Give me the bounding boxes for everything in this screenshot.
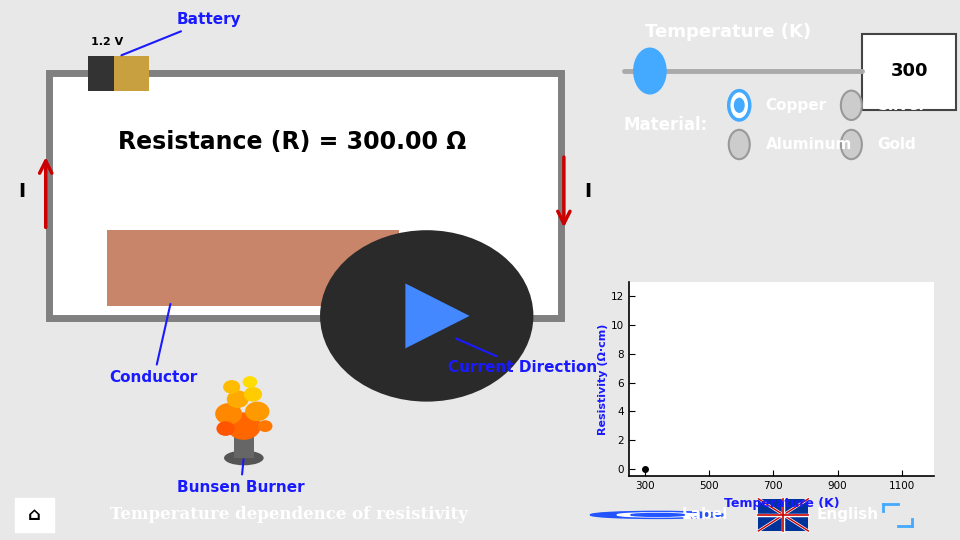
Circle shape <box>729 91 750 120</box>
FancyBboxPatch shape <box>49 73 561 319</box>
FancyBboxPatch shape <box>758 499 808 531</box>
Text: Current Direction: Current Direction <box>448 339 597 375</box>
Circle shape <box>729 130 750 159</box>
Text: Material:: Material: <box>624 116 708 134</box>
Text: ⌂: ⌂ <box>28 506 41 524</box>
Circle shape <box>633 48 666 94</box>
Circle shape <box>245 402 270 421</box>
X-axis label: Temperature (K): Temperature (K) <box>724 497 839 510</box>
Text: Battery: Battery <box>122 12 241 55</box>
Text: Temperature dependence of resistivity: Temperature dependence of resistivity <box>110 507 468 523</box>
Circle shape <box>733 98 745 113</box>
Text: Aluminum: Aluminum <box>765 137 852 152</box>
Circle shape <box>258 420 273 432</box>
Circle shape <box>841 130 862 159</box>
FancyBboxPatch shape <box>862 34 956 110</box>
FancyBboxPatch shape <box>15 498 54 532</box>
Circle shape <box>227 390 249 408</box>
Circle shape <box>631 514 684 516</box>
Text: I: I <box>585 181 591 200</box>
Ellipse shape <box>224 450 264 465</box>
Circle shape <box>617 513 698 517</box>
FancyBboxPatch shape <box>107 230 399 306</box>
Text: Resistance (R) = 300.00 Ω: Resistance (R) = 300.00 Ω <box>118 130 467 154</box>
Circle shape <box>320 230 534 402</box>
Circle shape <box>243 376 257 388</box>
Text: I: I <box>18 181 25 200</box>
Circle shape <box>590 511 725 518</box>
Text: Gold: Gold <box>877 137 917 152</box>
Text: Temperature (K): Temperature (K) <box>645 23 811 41</box>
Text: Bunsen Burner: Bunsen Burner <box>177 459 304 495</box>
Text: 300: 300 <box>891 62 928 80</box>
Circle shape <box>216 421 234 436</box>
Text: Conductor: Conductor <box>109 304 198 385</box>
Circle shape <box>227 413 261 440</box>
FancyBboxPatch shape <box>114 56 150 91</box>
Circle shape <box>223 380 240 394</box>
Circle shape <box>244 387 262 402</box>
FancyBboxPatch shape <box>88 56 114 91</box>
Text: Silver: Silver <box>877 98 926 113</box>
Text: 1.2 V: 1.2 V <box>90 37 123 46</box>
Circle shape <box>215 403 242 424</box>
Text: English: English <box>817 508 879 522</box>
FancyBboxPatch shape <box>234 421 253 458</box>
Y-axis label: Resistivity (Ω·cm): Resistivity (Ω·cm) <box>598 323 608 435</box>
Circle shape <box>841 91 862 120</box>
Text: Copper: Copper <box>765 98 827 113</box>
Polygon shape <box>405 284 469 348</box>
Text: Label: Label <box>682 508 728 522</box>
